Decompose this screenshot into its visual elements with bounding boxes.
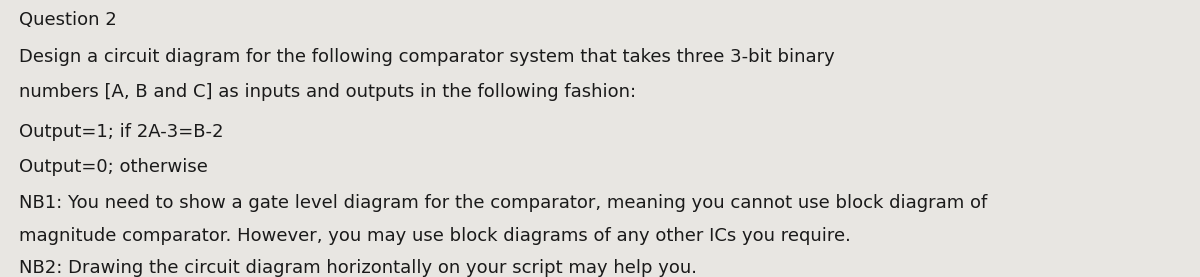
Text: NB2: Drawing the circuit diagram horizontally on your script may help you.: NB2: Drawing the circuit diagram horizon… xyxy=(19,259,697,277)
Text: Output=1; if 2A-3=B-2: Output=1; if 2A-3=B-2 xyxy=(19,123,223,141)
Text: numbers [A, B and C] as inputs and outputs in the following fashion:: numbers [A, B and C] as inputs and outpu… xyxy=(19,83,636,101)
Text: Question 2: Question 2 xyxy=(19,11,116,29)
Text: magnitude comparator. However, you may use block diagrams of any other ICs you r: magnitude comparator. However, you may u… xyxy=(19,227,851,245)
Text: Design a circuit diagram for the following comparator system that takes three 3-: Design a circuit diagram for the followi… xyxy=(19,48,835,66)
Text: NB1: You need to show a gate level diagram for the comparator, meaning you canno: NB1: You need to show a gate level diagr… xyxy=(19,194,988,212)
Text: Output=0; otherwise: Output=0; otherwise xyxy=(19,158,208,176)
